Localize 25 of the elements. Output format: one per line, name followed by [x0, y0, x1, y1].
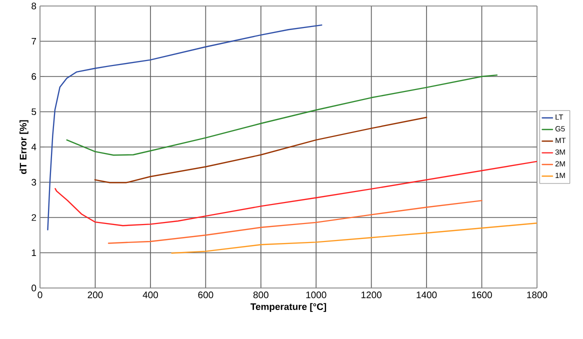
x-tick-label: 800	[253, 292, 268, 298]
line-series	[47, 24, 322, 230]
x-tick-label: 1800	[527, 292, 548, 298]
y-tick-label: 2	[32, 214, 36, 221]
line-series	[108, 200, 482, 244]
y-tick-label: 7	[32, 38, 36, 45]
y-tick-label: 1	[32, 249, 36, 256]
x-tick-label: 1400	[416, 292, 437, 298]
x-tick-label: 1000	[306, 292, 326, 298]
y-tick-label: 8	[32, 2, 36, 10]
x-tick-label: 200	[88, 292, 103, 298]
line-series	[94, 116, 428, 184]
y-tick-label: 3	[32, 178, 36, 186]
y-axis-title: dT Error [%]	[20, 120, 28, 174]
x-tick-label: 600	[198, 292, 214, 298]
y-tick-label: 5	[32, 108, 36, 116]
x-axis-title: Temperature [°C]	[250, 303, 326, 312]
line-series	[66, 74, 498, 156]
y-tick-label: 4	[31, 144, 36, 150]
x-tick-label: 1600	[472, 292, 492, 298]
x-tick-label: 0	[38, 292, 42, 298]
x-tick-label: 1200	[362, 292, 382, 298]
y-tick-label: 6	[32, 73, 36, 80]
y-tick-label: 0	[32, 284, 36, 292]
x-tick-label: 400	[142, 292, 158, 298]
